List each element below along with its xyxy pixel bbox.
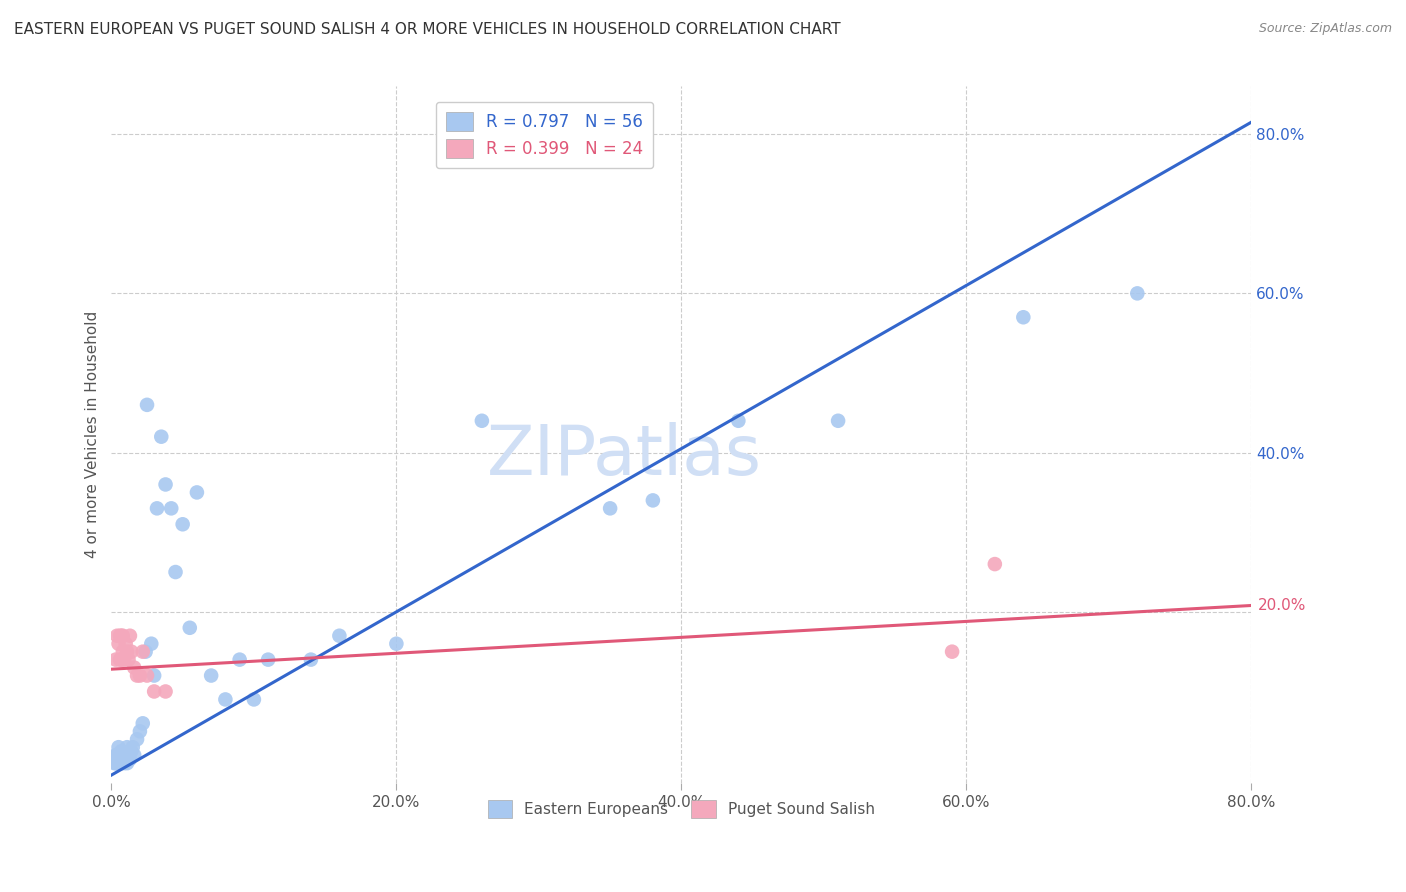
Point bbox=[179, 621, 201, 635]
Point bbox=[105, 752, 128, 766]
Point bbox=[105, 748, 128, 763]
Point bbox=[114, 748, 136, 763]
Point bbox=[108, 748, 131, 763]
Point bbox=[117, 652, 139, 666]
Point bbox=[984, 557, 1007, 571]
Point bbox=[107, 637, 129, 651]
Point bbox=[155, 477, 177, 491]
Point bbox=[111, 748, 134, 763]
Point bbox=[104, 652, 127, 666]
Point bbox=[104, 756, 127, 771]
Point bbox=[200, 668, 222, 682]
Point bbox=[827, 414, 849, 428]
Point bbox=[110, 652, 132, 666]
Point bbox=[143, 668, 166, 682]
Point bbox=[155, 684, 177, 698]
Point bbox=[727, 414, 749, 428]
Point bbox=[115, 756, 138, 771]
Point bbox=[117, 748, 139, 763]
Point bbox=[115, 645, 138, 659]
Point bbox=[299, 652, 322, 666]
Point bbox=[110, 756, 132, 771]
Point bbox=[112, 652, 135, 666]
Point bbox=[129, 724, 152, 739]
Point bbox=[112, 756, 135, 771]
Point bbox=[114, 752, 136, 766]
Point bbox=[328, 629, 350, 643]
Point bbox=[599, 501, 621, 516]
Point bbox=[122, 660, 145, 674]
Point bbox=[129, 668, 152, 682]
Point bbox=[125, 732, 148, 747]
Text: ZIPatlas: ZIPatlas bbox=[486, 422, 762, 489]
Point bbox=[111, 645, 134, 659]
Point bbox=[103, 756, 125, 771]
Point bbox=[941, 645, 963, 659]
Point bbox=[108, 752, 131, 766]
Point bbox=[108, 629, 131, 643]
Point bbox=[115, 740, 138, 755]
Point bbox=[122, 748, 145, 763]
Point bbox=[118, 752, 141, 766]
Point bbox=[146, 501, 169, 516]
Point bbox=[125, 668, 148, 682]
Text: 20.0%: 20.0% bbox=[1258, 598, 1306, 613]
Point bbox=[228, 652, 250, 666]
Y-axis label: 4 or more Vehicles in Household: 4 or more Vehicles in Household bbox=[86, 311, 100, 558]
Point bbox=[105, 629, 128, 643]
Point bbox=[160, 501, 183, 516]
Point bbox=[107, 740, 129, 755]
Point bbox=[136, 398, 159, 412]
Point bbox=[118, 629, 141, 643]
Point bbox=[257, 652, 280, 666]
Point bbox=[120, 744, 142, 758]
Point bbox=[111, 629, 134, 643]
Point bbox=[471, 414, 494, 428]
Point bbox=[135, 645, 157, 659]
Point bbox=[165, 565, 187, 579]
Point bbox=[172, 517, 194, 532]
Point bbox=[132, 645, 155, 659]
Point bbox=[1126, 286, 1149, 301]
Point bbox=[141, 637, 163, 651]
Point bbox=[150, 430, 173, 444]
Point bbox=[104, 748, 127, 763]
Legend: Eastern Europeans, Puget Sound Salish: Eastern Europeans, Puget Sound Salish bbox=[482, 794, 882, 824]
Point bbox=[385, 637, 408, 651]
Point bbox=[214, 692, 236, 706]
Point bbox=[120, 645, 142, 659]
Text: Source: ZipAtlas.com: Source: ZipAtlas.com bbox=[1258, 22, 1392, 36]
Point bbox=[107, 756, 129, 771]
Point bbox=[110, 629, 132, 643]
Point bbox=[111, 752, 134, 766]
Point bbox=[641, 493, 664, 508]
Point bbox=[243, 692, 266, 706]
Point bbox=[114, 637, 136, 651]
Point bbox=[108, 652, 131, 666]
Point bbox=[143, 684, 166, 698]
Point bbox=[1012, 310, 1035, 325]
Text: EASTERN EUROPEAN VS PUGET SOUND SALISH 4 OR MORE VEHICLES IN HOUSEHOLD CORRELATI: EASTERN EUROPEAN VS PUGET SOUND SALISH 4… bbox=[14, 22, 841, 37]
Point bbox=[110, 744, 132, 758]
Point bbox=[121, 740, 143, 755]
Point bbox=[108, 756, 131, 771]
Point bbox=[186, 485, 208, 500]
Point bbox=[105, 756, 128, 771]
Point bbox=[107, 748, 129, 763]
Point bbox=[136, 668, 159, 682]
Point bbox=[132, 716, 155, 731]
